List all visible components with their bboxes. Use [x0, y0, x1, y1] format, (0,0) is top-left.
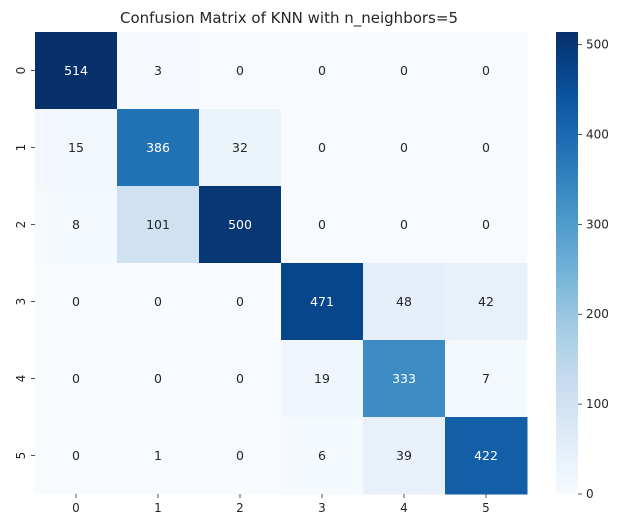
heatmap-cell	[363, 417, 446, 495]
x-axis-ticks: 0 1 2 3 4 5	[72, 494, 490, 515]
cell-value-label: 0	[236, 63, 244, 78]
y-tick-label: 0	[14, 67, 28, 75]
cell-value-label: 386	[146, 140, 170, 155]
cell-value-label: 0	[400, 63, 408, 78]
heatmap-cell	[363, 340, 446, 418]
cell-value-label: 0	[400, 140, 408, 155]
heatmap-cell	[117, 263, 200, 341]
heatmap-cell	[117, 417, 200, 495]
colorbar-gradient	[556, 32, 578, 494]
heatmap-cell	[35, 32, 118, 110]
cell-value-label: 514	[64, 63, 88, 78]
heatmap-cell	[445, 340, 528, 418]
heatmap-cell	[199, 186, 282, 264]
cell-value-label: 0	[72, 448, 80, 463]
x-tick-label: 2	[236, 501, 244, 515]
cell-value-label: 0	[236, 371, 244, 386]
heatmap-cell	[363, 263, 446, 341]
heatmap-cell	[117, 109, 200, 187]
heatmap-cell	[445, 109, 528, 187]
chart-title: Confusion Matrix of KNN with n_neighbors…	[120, 9, 458, 28]
cell-value-label: 3	[154, 63, 162, 78]
cell-value-label: 0	[482, 140, 490, 155]
colorbar-tick-label: 200	[586, 307, 609, 321]
cell-value-label: 0	[72, 294, 80, 309]
cell-value-label: 0	[400, 217, 408, 232]
heatmap-cell	[281, 109, 364, 187]
heatmap-cell	[199, 417, 282, 495]
x-tick-label: 4	[400, 501, 408, 515]
heatmap-cell	[281, 263, 364, 341]
y-tick-label: 1	[14, 144, 28, 152]
cell-value-label: 39	[396, 448, 412, 463]
cell-value-label: 7	[482, 371, 490, 386]
heatmap-cell	[445, 263, 528, 341]
colorbar-tick-label: 400	[586, 127, 609, 141]
heatmap-cell	[363, 109, 446, 187]
cell-value-label: 0	[482, 63, 490, 78]
cell-value-label: 0	[482, 217, 490, 232]
heatmap-cell	[281, 417, 364, 495]
cell-value-label: 32	[232, 140, 248, 155]
cell-value-label: 333	[392, 371, 416, 386]
y-tick-label: 5	[14, 452, 28, 460]
heatmap-cell	[35, 263, 118, 341]
colorbar-tick-label: 300	[586, 217, 609, 231]
cell-value-label: 101	[146, 217, 170, 232]
heatmap-cell	[445, 186, 528, 264]
heatmap-cell	[199, 263, 282, 341]
heatmap-cell	[117, 32, 200, 110]
cell-value-label: 0	[236, 294, 244, 309]
cell-value-label: 15	[68, 140, 84, 155]
colorbar-tick-label: 0	[586, 487, 594, 501]
heatmap-cell	[445, 32, 528, 110]
x-tick-label: 3	[318, 501, 326, 515]
cell-value-label: 42	[478, 294, 494, 309]
cell-value-label: 6	[318, 448, 326, 463]
cell-value-label: 0	[318, 63, 326, 78]
cell-value-label: 0	[72, 371, 80, 386]
heatmap-cells: 514 3 0 0 0 0 15 386 32 0 0 0 8 101 500 0 0 0 0 0 0 471 48 42 0 0…	[35, 32, 528, 495]
heatmap-cell	[35, 186, 118, 264]
heatmap-cell	[445, 417, 528, 495]
cell-value-label: 0	[154, 371, 162, 386]
cell-value-label: 0	[318, 140, 326, 155]
y-tick-label: 2	[14, 221, 28, 229]
cell-value-label: 0	[236, 448, 244, 463]
cell-value-label: 1	[154, 448, 162, 463]
y-tick-label: 3	[14, 298, 28, 306]
x-tick-label: 5	[482, 501, 490, 515]
cell-value-label: 48	[396, 294, 412, 309]
heatmap-cell	[199, 340, 282, 418]
heatmap-cell	[199, 109, 282, 187]
cell-value-label: 19	[314, 371, 330, 386]
x-tick-label: 0	[72, 501, 80, 515]
heatmap-cell	[117, 186, 200, 264]
x-tick-label: 1	[154, 501, 162, 515]
cell-value-label: 422	[474, 448, 498, 463]
cell-value-label: 471	[310, 294, 334, 309]
heatmap-cell	[281, 340, 364, 418]
cell-value-label: 8	[72, 217, 80, 232]
heatmap-cell	[35, 340, 118, 418]
colorbar-tick-label: 100	[586, 397, 609, 411]
heatmap-cell	[281, 186, 364, 264]
cell-value-label: 500	[228, 217, 252, 232]
heatmap-cell	[363, 186, 446, 264]
y-axis-ticks: 0 1 2 3 4 5	[14, 67, 35, 460]
heatmap-cell	[363, 32, 446, 110]
heatmap-cell	[281, 32, 364, 110]
heatmap-cell	[199, 32, 282, 110]
colorbar: 0 100 200 300 400 500	[556, 32, 609, 501]
heatmap-cell	[35, 109, 118, 187]
colorbar-tick-label: 500	[586, 38, 609, 52]
cell-value-label: 0	[154, 294, 162, 309]
heatmap-cell	[117, 340, 200, 418]
y-tick-label: 4	[14, 375, 28, 383]
heatmap-cell	[35, 417, 118, 495]
cell-value-label: 0	[318, 217, 326, 232]
